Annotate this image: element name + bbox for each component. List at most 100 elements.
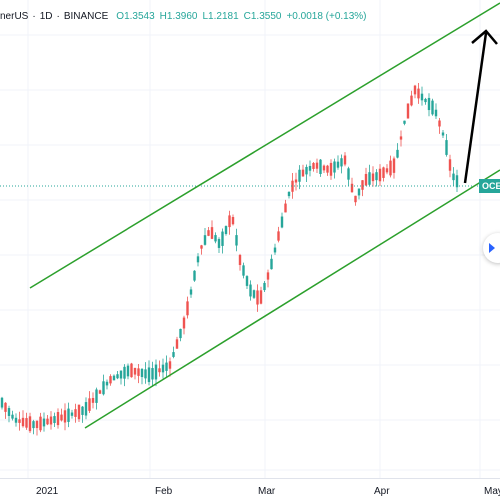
- candle: [242, 262, 245, 279]
- candle: [133, 367, 137, 380]
- candle: [382, 166, 385, 182]
- candle: [67, 402, 70, 428]
- candle: [340, 154, 343, 174]
- candle: [109, 374, 112, 386]
- candle: [88, 391, 91, 413]
- candle: [172, 346, 175, 359]
- candle: [18, 411, 21, 431]
- candle: [35, 420, 39, 436]
- channel-upper-line[interactable]: [29, 2, 500, 289]
- candle: [102, 374, 105, 396]
- candle: [238, 253, 242, 271]
- candle: [431, 98, 434, 116]
- candle: [312, 162, 315, 172]
- candle: [326, 164, 329, 176]
- candle: [399, 130, 403, 147]
- candle: [98, 389, 102, 394]
- x-tick-label: Apr: [374, 486, 390, 497]
- candle: [315, 158, 319, 173]
- candle: [403, 120, 406, 126]
- candle: [210, 220, 214, 240]
- candle: [32, 419, 35, 435]
- candle: [231, 214, 235, 226]
- scroll-to-realtime-button[interactable]: [483, 233, 500, 263]
- candle: [53, 412, 56, 427]
- candle: [245, 275, 249, 290]
- candle: [284, 199, 287, 213]
- candle: [161, 358, 165, 379]
- candle: [123, 364, 126, 387]
- candle: [410, 90, 413, 107]
- interval-label[interactable]: 1D: [39, 10, 53, 22]
- candle: [60, 408, 63, 422]
- candle: [119, 370, 123, 385]
- chart-grid: [0, 0, 500, 478]
- candle: [144, 362, 147, 384]
- candle: [158, 360, 161, 377]
- candle: [448, 154, 452, 178]
- candle: [270, 254, 273, 270]
- candle: [424, 97, 427, 105]
- symbol-name[interactable]: nerUS: [0, 10, 29, 22]
- chevron-right-icon: [489, 243, 495, 253]
- candle: [298, 165, 301, 190]
- candle: [200, 244, 203, 255]
- candle: [221, 228, 224, 254]
- candle: [371, 166, 375, 187]
- candle: [11, 410, 14, 421]
- candle: [364, 167, 368, 187]
- candle: [329, 159, 333, 180]
- candle: [0, 396, 4, 410]
- candle: [63, 403, 67, 431]
- candle: [287, 191, 291, 199]
- candle: [256, 284, 259, 312]
- candle: [147, 360, 151, 386]
- candle: [140, 368, 144, 385]
- candle: [186, 296, 189, 319]
- high-value: H1.3960: [159, 10, 198, 22]
- candle: [319, 158, 322, 177]
- candle: [396, 143, 399, 159]
- candle: [350, 177, 354, 193]
- change-value: +0.0018 (+0.13%): [286, 10, 367, 22]
- candle: [165, 355, 168, 377]
- open-value: O1.3543: [116, 10, 155, 22]
- candle: [294, 172, 298, 191]
- x-axis[interactable]: 2021 Feb Mar Apr May: [0, 478, 500, 501]
- ohlc-values: O1.3543 H1.3960 L1.2181 C1.3550 +0.0018 …: [116, 11, 366, 22]
- candle: [406, 103, 410, 119]
- candle: [333, 158, 336, 179]
- candle: [336, 155, 340, 170]
- candle: [301, 164, 305, 177]
- candle: [179, 328, 182, 342]
- candle: [175, 336, 179, 349]
- candle: [322, 164, 326, 173]
- candle: [203, 227, 207, 246]
- candle: [105, 379, 109, 390]
- candle: [263, 280, 266, 293]
- candle: [441, 129, 445, 139]
- candle: [343, 152, 347, 167]
- candle: [168, 357, 172, 377]
- annotation-arrow[interactable]: [463, 29, 498, 184]
- candle: [420, 86, 424, 106]
- candle: [25, 412, 28, 430]
- candle: [434, 103, 438, 120]
- candlestick-series: [0, 82, 459, 436]
- x-tick-label: May: [484, 486, 500, 497]
- candle: [207, 227, 210, 237]
- candle: [77, 404, 81, 423]
- candle: [445, 134, 448, 157]
- candle: [189, 286, 193, 298]
- channel-lower-line[interactable]: [84, 169, 500, 429]
- candle: [182, 315, 186, 335]
- candle: [280, 212, 284, 229]
- candle: [228, 210, 231, 235]
- candle: [4, 402, 7, 419]
- candle: [378, 164, 382, 186]
- candle: [417, 82, 420, 104]
- candle: [273, 243, 277, 255]
- x-tick-label: 2021: [36, 486, 59, 497]
- candle: [95, 387, 98, 410]
